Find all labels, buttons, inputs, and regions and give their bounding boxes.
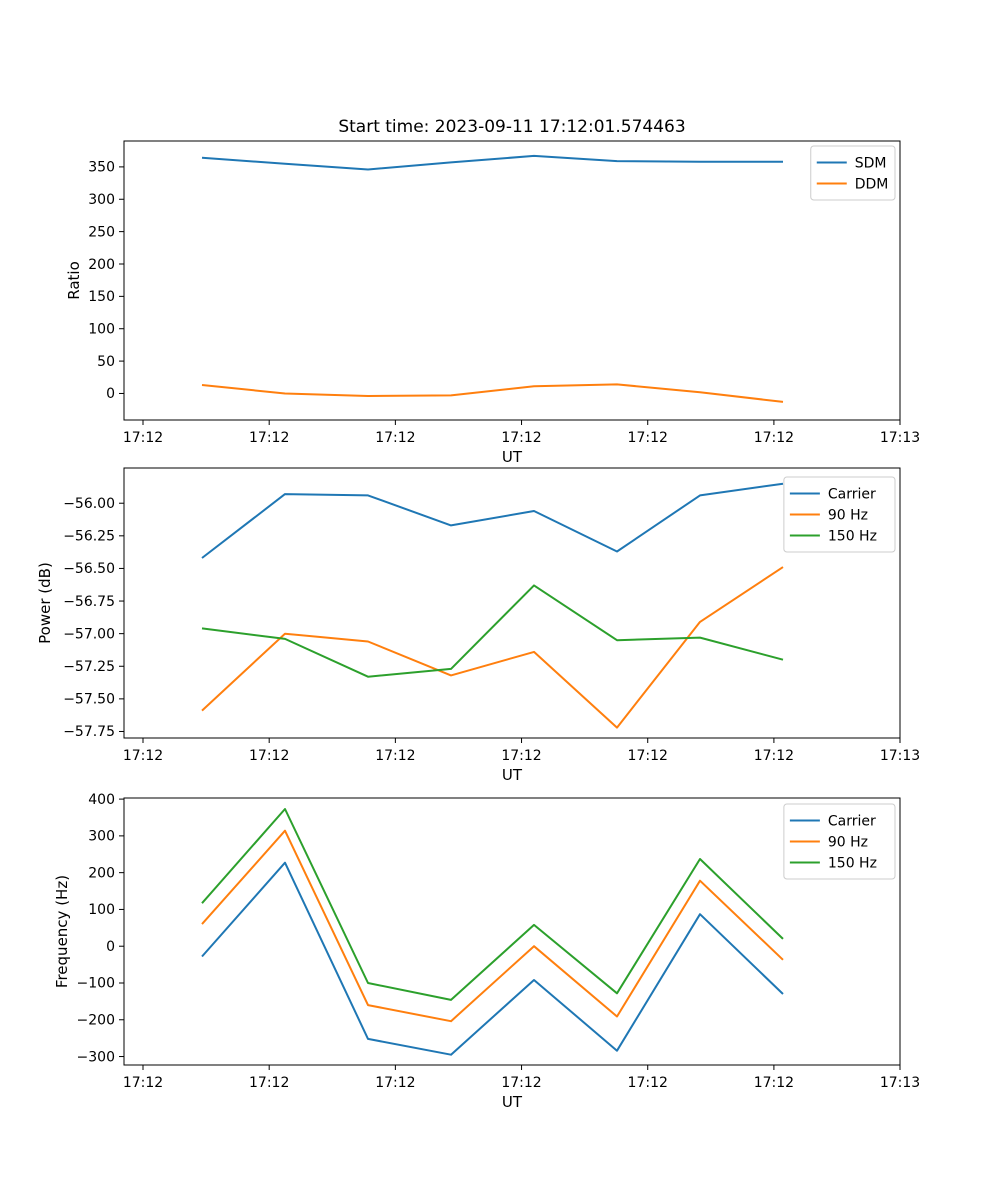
x-tick-label: 17:12 <box>375 1075 415 1091</box>
y-axis-label: Frequency (Hz) <box>53 875 71 988</box>
x-tick-label: 17:13 <box>880 1075 920 1091</box>
series-line-90-hz <box>201 829 784 1023</box>
x-tick-label: 17:12 <box>249 1075 289 1091</box>
x-tick-label: 17:12 <box>123 748 163 764</box>
y-tick-label: 400 <box>88 792 115 808</box>
y-tick-label: −300 <box>77 1049 115 1065</box>
y-tick-label: 100 <box>88 902 115 918</box>
y-tick-label: 100 <box>88 321 115 337</box>
x-tick-label: 17:13 <box>880 430 920 446</box>
legend-label: 90 Hz <box>828 507 868 523</box>
x-tick-label: 17:12 <box>754 1075 794 1091</box>
y-tick-label: 350 <box>88 160 115 176</box>
legend-box-2 <box>783 803 896 880</box>
series-line-sdm <box>201 154 783 171</box>
x-tick-label: 17:12 <box>501 748 541 764</box>
x-axis-label: UT <box>502 766 523 784</box>
y-axis-label: Power (dB) <box>36 562 54 644</box>
x-tick-label: 17:12 <box>628 1075 668 1091</box>
x-tick-label: 17:12 <box>501 1075 541 1091</box>
x-tick-label: 17:12 <box>754 430 794 446</box>
legend-label: Carrier <box>828 813 876 829</box>
y-axis-label: Ratio <box>65 261 83 300</box>
y-tick-label: −56.00 <box>63 496 115 512</box>
y-tick-label: 300 <box>88 192 115 208</box>
legend-label: 150 Hz <box>828 855 877 871</box>
x-axis-label: UT <box>502 448 523 466</box>
x-tick-label: 17:12 <box>249 748 289 764</box>
y-tick-label: −57.25 <box>63 659 115 675</box>
legend-box-0 <box>810 145 896 201</box>
y-tick-label: 0 <box>106 939 115 955</box>
x-tick-label: 17:12 <box>375 748 415 764</box>
figure-title: Start time: 2023-09-11 17:12:01.574463 <box>338 117 686 137</box>
y-tick-label: −56.75 <box>63 594 115 610</box>
y-tick-label: −57.75 <box>63 724 115 740</box>
x-tick-label: 17:12 <box>375 430 415 446</box>
legend-box-1 <box>783 476 896 553</box>
x-tick-label: 17:12 <box>123 1075 163 1091</box>
x-tick-label: 17:12 <box>501 430 541 446</box>
y-tick-label: −100 <box>77 976 115 992</box>
y-tick-label: −200 <box>77 1013 115 1029</box>
legend-label: 150 Hz <box>828 528 877 544</box>
series-line-carrier <box>201 482 784 559</box>
series-line-90-hz <box>201 566 784 729</box>
legend-label: Carrier <box>828 486 876 502</box>
y-tick-label: −56.25 <box>63 529 115 545</box>
y-tick-label: 50 <box>97 354 115 370</box>
series-line-150-hz <box>201 584 784 678</box>
series-line-150-hz <box>201 808 784 1001</box>
y-tick-label: −57.00 <box>63 626 115 642</box>
y-tick-label: 150 <box>88 289 115 305</box>
x-tick-label: 17:12 <box>754 748 794 764</box>
plot-border-1 <box>123 467 901 739</box>
legend-label: SDM <box>855 155 887 171</box>
x-axis-label: UT <box>502 1093 523 1111</box>
y-tick-label: 0 <box>106 386 115 402</box>
y-tick-label: −57.50 <box>63 692 115 708</box>
plot-border-2 <box>123 797 901 1066</box>
legend-label: DDM <box>855 176 889 192</box>
y-tick-label: 300 <box>88 829 115 845</box>
series-line-ddm <box>201 383 784 403</box>
y-tick-label: 200 <box>88 865 115 881</box>
legend-label: 90 Hz <box>828 834 868 850</box>
series-line-carrier <box>201 861 784 1056</box>
y-tick-label: 200 <box>88 257 115 273</box>
x-tick-label: 17:12 <box>249 430 289 446</box>
x-tick-label: 17:12 <box>628 430 668 446</box>
plot-border-0 <box>123 140 901 421</box>
x-tick-label: 17:12 <box>123 430 163 446</box>
y-tick-label: −56.50 <box>63 561 115 577</box>
x-tick-label: 17:12 <box>628 748 668 764</box>
x-tick-label: 17:13 <box>880 748 920 764</box>
y-tick-label: 250 <box>88 224 115 240</box>
